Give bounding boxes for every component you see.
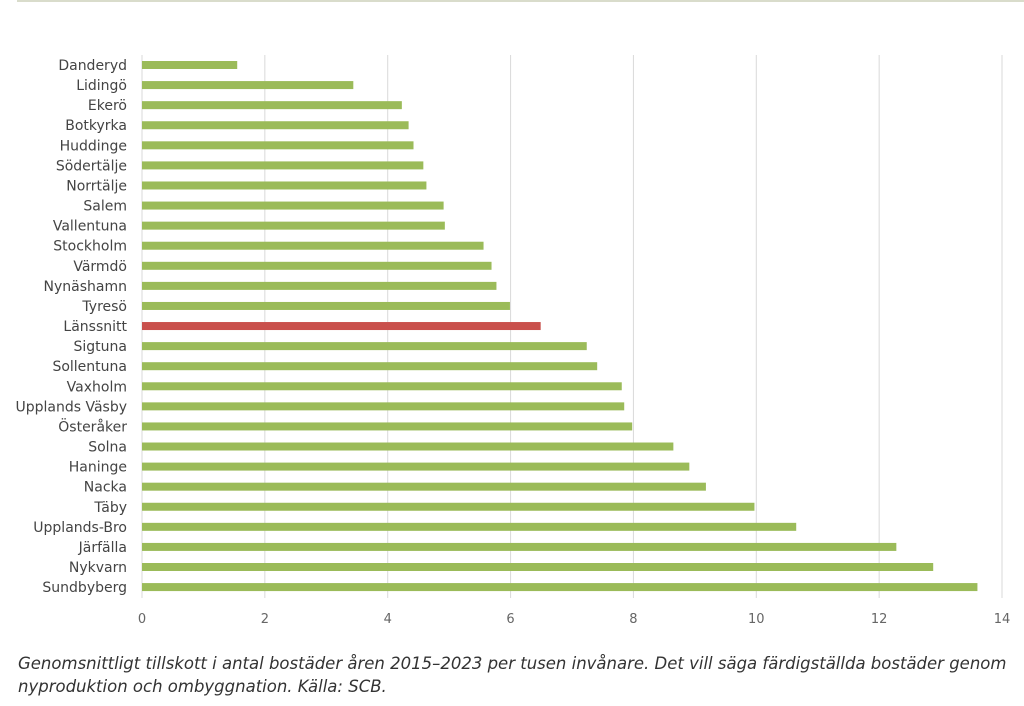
bar-lidingö (142, 81, 354, 90)
x-tick-label: 0 (138, 612, 146, 627)
bar-nynäshamn (142, 281, 497, 290)
bar-upplands-väsby (142, 402, 625, 411)
top-divider (17, 0, 1024, 2)
bar-tyresö (142, 301, 510, 310)
x-tick-label: 12 (871, 612, 888, 627)
category-label: Vallentuna (53, 219, 127, 235)
category-label: Sigtuna (74, 339, 127, 355)
category-label: Huddinge (60, 138, 127, 154)
category-label: Vaxholm (67, 379, 127, 395)
bar-solna (142, 442, 674, 451)
category-label: Tyresö (81, 299, 127, 315)
category-label: Sundbyberg (42, 580, 127, 596)
category-label: Länssnitt (63, 319, 127, 335)
bar-norrtälje (142, 181, 427, 190)
x-tick-label: 6 (506, 612, 514, 627)
category-label: Stockholm (53, 239, 127, 255)
bar-stockholm (142, 241, 484, 250)
bar-österåker (142, 422, 633, 431)
category-label: Södertälje (56, 158, 127, 174)
bar-chart: 0 2 4 6 8 10 12 14 Danderyd Lidingö Ekerö Botkyrka H… (15, 55, 1011, 627)
category-label: Nacka (84, 480, 127, 496)
bar-nacka (142, 482, 706, 491)
category-label: Ekerö (88, 98, 127, 114)
bar-ekerö (142, 101, 402, 110)
bar-danderyd (142, 61, 238, 69)
bar-södertälje (142, 161, 424, 170)
category-label: Nynäshamn (44, 279, 127, 295)
bar-sigtuna (142, 342, 587, 351)
bar-upplands-bro (142, 522, 797, 531)
category-label: Norrtälje (66, 178, 127, 194)
category-label: Haninge (69, 460, 127, 476)
bar-salem (142, 201, 444, 210)
bar-huddinge (142, 141, 414, 150)
category-label: Salem (83, 199, 127, 215)
category-label: Nykvarn (69, 560, 127, 576)
category-label: Järfälla (78, 540, 127, 556)
x-tick-label: 10 (748, 612, 765, 627)
category-label: Lidingö (76, 78, 127, 94)
category-label: Upplands Väsby (15, 399, 127, 415)
bar-vallentuna (142, 221, 445, 230)
category-label: Värmdö (73, 259, 127, 275)
bar-haninge (142, 462, 690, 471)
category-label: Solna (88, 440, 127, 456)
bar-sollentuna (142, 362, 598, 371)
bar-järfälla (142, 542, 897, 551)
bar-botkyrka (142, 121, 409, 130)
bar-vaxholm (142, 382, 622, 391)
category-label: Österåker (58, 417, 127, 435)
bar-täby (142, 502, 755, 511)
x-tick-label: 14 (994, 612, 1011, 627)
bar-länssnitt (142, 322, 541, 331)
category-label: Danderyd (58, 58, 127, 74)
category-label: Botkyrka (65, 118, 127, 134)
category-label: Sollentuna (52, 359, 127, 375)
category-label: Upplands-Bro (33, 520, 127, 536)
chart-caption: Genomsnittligt tillskott i antal bostäde… (18, 654, 1007, 696)
x-tick-label: 2 (261, 612, 269, 627)
category-label: Täby (93, 500, 127, 516)
bar-sundbyberg (142, 583, 978, 592)
bar-värmdö (142, 261, 492, 270)
x-tick-label: 4 (384, 612, 392, 627)
x-tick-label: 8 (629, 612, 637, 627)
bar-nykvarn (142, 563, 934, 571)
